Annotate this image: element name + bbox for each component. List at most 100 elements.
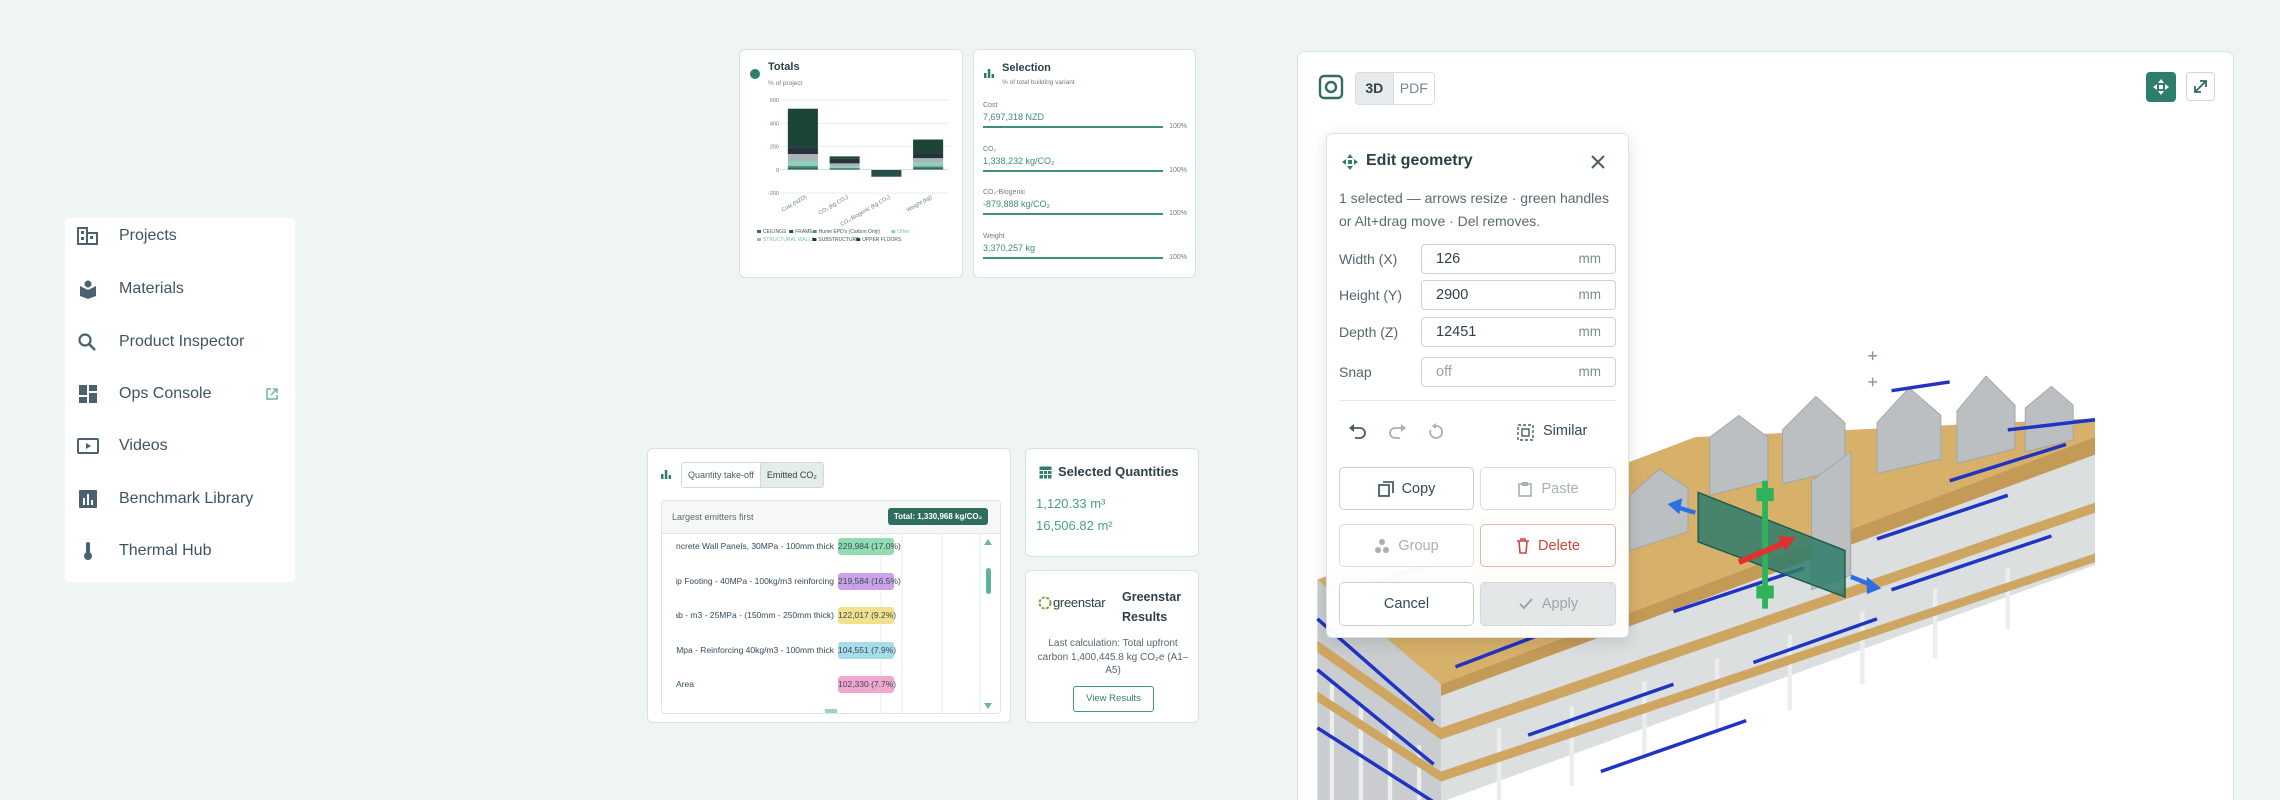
tab-active[interactable]: Emitted CO₂ bbox=[759, 463, 823, 487]
legend-swatch bbox=[891, 230, 896, 233]
width-input[interactable]: 126 mm bbox=[1421, 244, 1616, 274]
building-shape bbox=[1756, 585, 1774, 599]
metric-value: 3,370,257 kg bbox=[983, 242, 1036, 253]
move-tool-button[interactable] bbox=[2146, 72, 2176, 102]
legend-swatch bbox=[789, 230, 794, 233]
nav-label: Thermal Hub bbox=[119, 542, 212, 559]
nav-label: Videos bbox=[119, 437, 168, 454]
selected-quantities-card: Selected Quantities 1,120.33 m³ 16,506.8… bbox=[1025, 448, 1199, 557]
building-shape bbox=[1316, 380, 2096, 800]
field-unit: mm bbox=[1578, 287, 1602, 302]
selection-card: Selection % of total building variant Co… bbox=[973, 49, 1196, 278]
selection-title: Selection bbox=[1002, 62, 1051, 74]
building-shape bbox=[1890, 534, 2052, 592]
metric-value: 1,338,232 kg/CO₂ bbox=[983, 155, 1055, 166]
nav-item[interactable]: Product Inspector bbox=[65, 322, 295, 362]
bar-segment bbox=[829, 168, 860, 170]
nav-icon bbox=[77, 227, 98, 245]
building-shape bbox=[1752, 617, 1878, 665]
redo-button[interactable] bbox=[1388, 423, 1408, 441]
quantities-card: Quantity take-off Emitted CO₂ Largest em… bbox=[647, 448, 1011, 723]
copy-button[interactable]: Copy bbox=[1339, 467, 1474, 510]
mode-3d[interactable]: 3D bbox=[1356, 73, 1393, 104]
viewer-logo[interactable] bbox=[1318, 74, 1344, 100]
paste-button[interactable]: Paste bbox=[1480, 467, 1616, 510]
scroll-down[interactable] bbox=[984, 703, 992, 709]
total-badge: Total: 1,330,968 kg/CO₂ bbox=[888, 508, 988, 525]
expand-icon bbox=[2194, 80, 2207, 93]
snap-input[interactable]: off mm bbox=[1421, 357, 1616, 387]
progress-bar bbox=[983, 169, 1163, 172]
button-label: Cancel bbox=[1383, 596, 1430, 612]
group-button[interactable]: Group bbox=[1339, 524, 1474, 567]
partial-chip bbox=[825, 709, 837, 713]
field-label: Height (Y) bbox=[1339, 287, 1403, 303]
y-tick-label: 400 bbox=[770, 121, 779, 127]
close-button[interactable] bbox=[1589, 153, 1607, 171]
building-shape bbox=[1737, 539, 1788, 565]
similar-button[interactable]: Similar bbox=[1543, 423, 1588, 439]
button-label: Paste bbox=[1541, 480, 1579, 497]
delete-button[interactable]: Delete bbox=[1480, 524, 1616, 567]
field-value: 126 bbox=[1436, 251, 1461, 267]
undo-button[interactable] bbox=[1347, 423, 1367, 441]
emitter-value: 219,584 (16.5%) bbox=[838, 572, 901, 590]
bar-segment bbox=[913, 158, 944, 163]
apply-button[interactable]: Apply bbox=[1480, 582, 1616, 626]
progress-track bbox=[983, 169, 1163, 172]
building-shape bbox=[1316, 726, 1434, 800]
nav-item[interactable]: Thermal Hub bbox=[65, 531, 295, 571]
nav-item[interactable]: Benchmark Library bbox=[65, 479, 295, 519]
view-results-button[interactable]: View Results bbox=[1073, 686, 1154, 712]
emitter-label: lab - m3 - 25MPa - (150mm - 250mm thick) bbox=[676, 607, 834, 624]
progress-percent: 100% bbox=[1169, 210, 1187, 218]
bar-segment bbox=[787, 108, 818, 148]
building-shape bbox=[2024, 385, 2074, 453]
building-shape bbox=[1891, 380, 1950, 393]
legend-swatch bbox=[856, 238, 861, 241]
move-icon bbox=[2153, 79, 2169, 95]
selection-icon bbox=[984, 69, 995, 78]
mode-pdf[interactable]: PDF bbox=[1392, 73, 1434, 104]
cancel-button[interactable]: Cancel bbox=[1339, 582, 1474, 626]
quantity-value: 1,120.33 m³ bbox=[1036, 496, 1106, 511]
emitter-label: rip Footing - 40MPa - 100kg/m3 reinforci… bbox=[676, 573, 834, 590]
x-tick-label: Cost (NZD) bbox=[781, 194, 808, 213]
nav-item[interactable]: Videos bbox=[65, 426, 295, 466]
progress-percent: 100% bbox=[1169, 166, 1187, 174]
quantities-icon bbox=[661, 470, 672, 479]
panel-icon bbox=[1342, 154, 1358, 170]
depth-input[interactable]: 12451 mm bbox=[1421, 317, 1616, 347]
legend-swatch bbox=[757, 238, 761, 241]
bar-segment bbox=[787, 154, 818, 162]
progress-bar bbox=[983, 213, 1163, 216]
field-label: Snap bbox=[1339, 364, 1372, 380]
fullscreen-button[interactable] bbox=[2186, 72, 2215, 101]
nav-label: Ops Console bbox=[119, 385, 212, 402]
field-unit: mm bbox=[1578, 364, 1602, 379]
bar-segment bbox=[787, 147, 818, 155]
bar-segment bbox=[829, 158, 860, 164]
quantity-value: 16,506.82 m² bbox=[1036, 518, 1113, 533]
reset-button[interactable] bbox=[1427, 423, 1445, 441]
height-input[interactable]: 2900 mm bbox=[1421, 280, 1616, 310]
tab[interactable]: Quantity take-off bbox=[688, 470, 754, 480]
nav-item[interactable]: Materials bbox=[65, 269, 295, 309]
nav-item[interactable]: Ops Console bbox=[65, 374, 295, 414]
bar-segment bbox=[913, 162, 944, 167]
legend-label: FRAME bbox=[795, 229, 813, 235]
scroll-up[interactable] bbox=[984, 539, 992, 545]
y-tick-label: -200 bbox=[768, 191, 779, 197]
viewer[interactable]: 3D PDF Edit geometry 1 selected — arrows… bbox=[1297, 51, 2234, 800]
emitter-label-text: Area bbox=[676, 679, 694, 689]
panel-description: 1 selected — arrows resize · green handl… bbox=[1339, 190, 1610, 229]
legend-label: UPPER FLOORS bbox=[862, 237, 902, 243]
nav-icon bbox=[78, 333, 96, 351]
greenstar-text: Last calculation: Total upfront carbon 1… bbox=[1037, 638, 1189, 676]
nav-item[interactable]: Projects bbox=[65, 216, 295, 256]
totals-chart: Totals % of project -200 0 200 400 600 Cost (… bbox=[750, 61, 949, 243]
progress-percent: 100% bbox=[1169, 123, 1187, 130]
scroll-thumb[interactable] bbox=[986, 568, 991, 594]
progress-track bbox=[983, 126, 1163, 128]
y-tick-label: 200 bbox=[770, 145, 779, 151]
